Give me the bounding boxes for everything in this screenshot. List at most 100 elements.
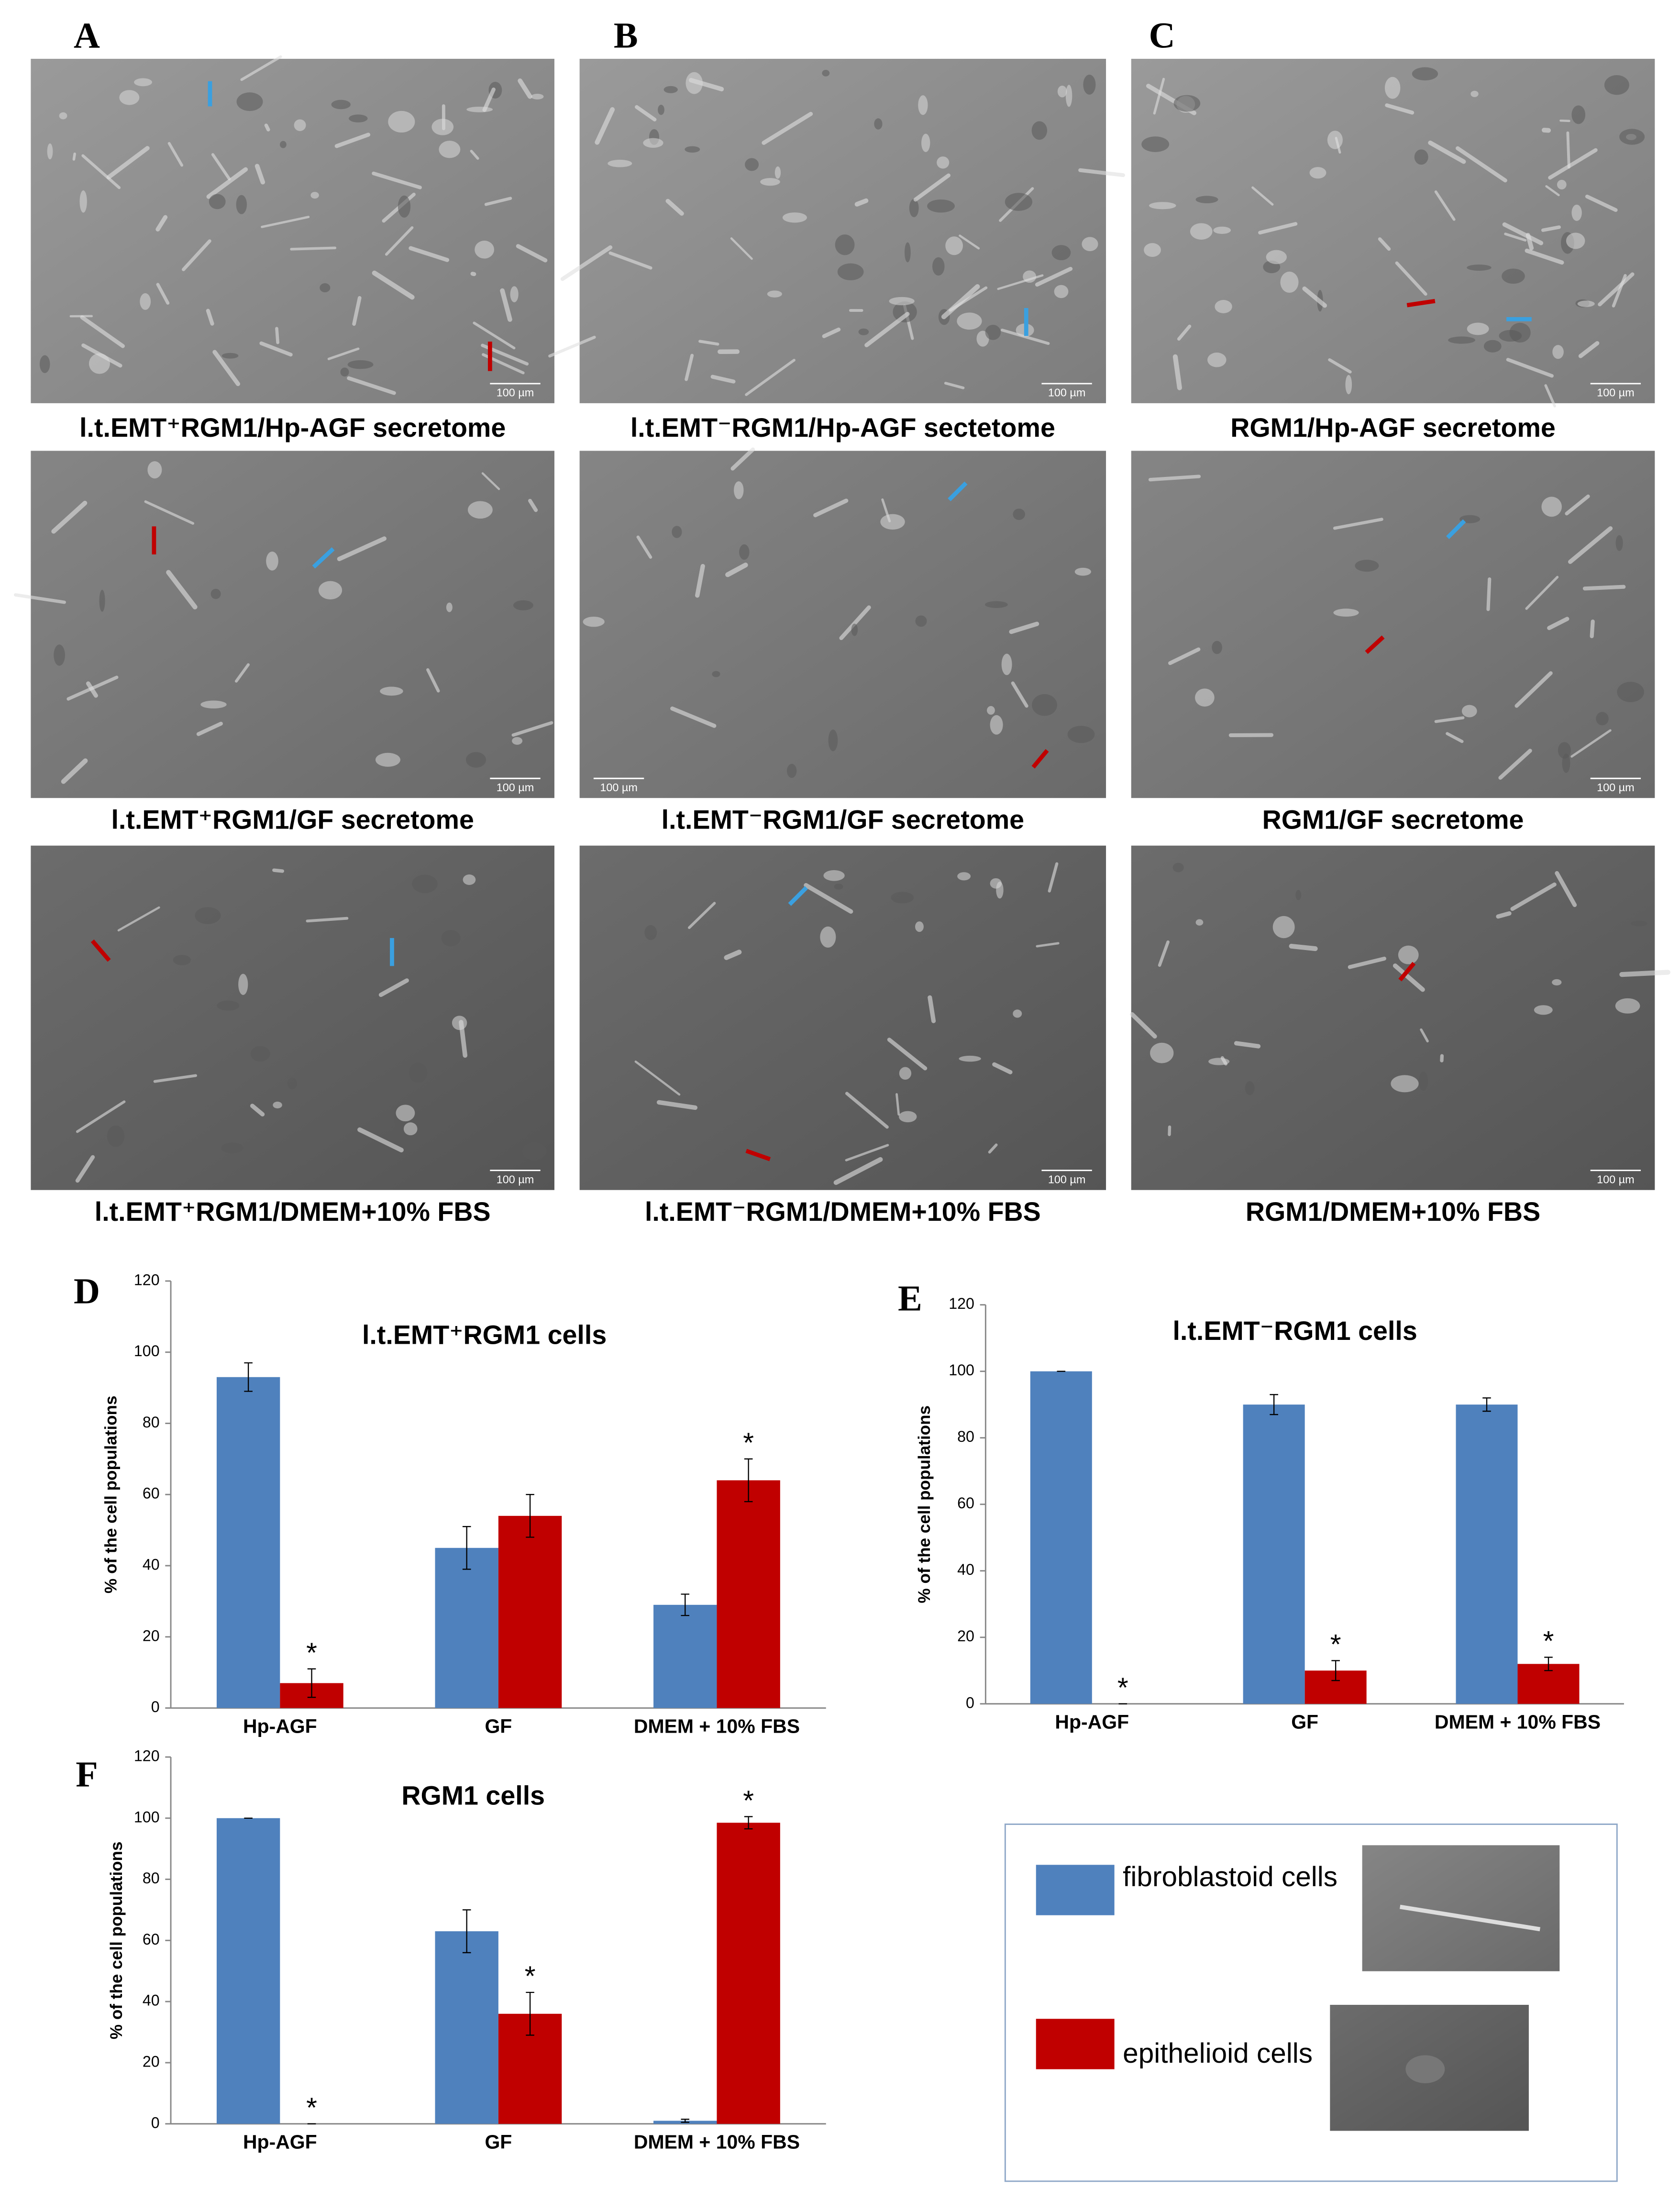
cell <box>891 892 914 904</box>
cell <box>663 86 678 93</box>
error-bar <box>681 2118 690 2123</box>
cell <box>250 1046 270 1062</box>
significance-marker: * <box>743 1427 754 1459</box>
cell-process <box>548 335 596 358</box>
cell-process <box>1333 518 1383 530</box>
cell <box>1195 196 1218 203</box>
cell <box>173 955 191 965</box>
cell-process <box>153 1074 197 1083</box>
cell <box>1619 129 1645 145</box>
cell-process <box>710 375 736 384</box>
cell <box>221 1142 243 1153</box>
legend-swatch <box>1036 1865 1115 1915</box>
x-tick-label: GF <box>1291 1711 1318 1733</box>
cell-process <box>887 1038 928 1071</box>
cell-process <box>61 758 88 784</box>
cell <box>396 1105 415 1122</box>
micrograph-image <box>579 845 1106 1190</box>
y-tick-label: 0 <box>151 2114 160 2131</box>
cell <box>1195 919 1204 926</box>
cell-process <box>196 721 223 736</box>
scale-bar-label: 100 µm <box>1048 1173 1086 1185</box>
cell-process <box>511 721 553 737</box>
cell <box>1617 682 1644 702</box>
cell-process <box>634 1060 681 1096</box>
cell-process <box>1385 103 1415 115</box>
cell <box>1414 149 1428 165</box>
cell <box>1467 322 1489 335</box>
micrograph: 100 µm <box>14 451 554 798</box>
cell-process <box>1011 681 1028 708</box>
cell <box>1149 202 1176 210</box>
cell-process <box>482 87 496 112</box>
bar <box>717 1823 780 2124</box>
cell-process <box>1541 128 1551 133</box>
error-bar <box>526 1494 534 1538</box>
cell-process <box>206 309 214 326</box>
error-bar <box>1270 1394 1278 1415</box>
cell-process <box>1502 222 1544 245</box>
cell <box>880 514 905 530</box>
cell <box>787 763 797 778</box>
cell-process <box>928 995 936 1023</box>
cell-process <box>730 237 753 260</box>
chart-title: l.t.EMT⁻RGM1 cells <box>1173 1316 1417 1346</box>
cell <box>1558 742 1571 759</box>
cell <box>266 552 278 571</box>
cell <box>1141 136 1170 152</box>
cell-process <box>1566 131 1570 169</box>
cell <box>531 94 544 100</box>
cell <box>734 481 744 499</box>
arrow <box>948 481 968 501</box>
cell <box>1615 535 1623 551</box>
cell <box>893 301 917 322</box>
cell <box>874 118 883 130</box>
micrograph-image <box>1131 845 1655 1190</box>
cell <box>1031 121 1048 140</box>
y-tick-label: 80 <box>143 1869 160 1887</box>
cell <box>99 589 105 612</box>
micrograph: 100 µm <box>548 58 1125 403</box>
cell-process <box>372 270 415 300</box>
cell-process <box>1545 185 1560 197</box>
cell <box>217 1000 240 1011</box>
cell <box>1150 1042 1174 1063</box>
y-tick-label: 60 <box>957 1494 974 1512</box>
cell <box>915 615 927 627</box>
cell-process <box>665 199 684 216</box>
cell <box>1596 712 1609 726</box>
cell-process <box>1578 341 1600 358</box>
cell <box>945 236 963 255</box>
y-tick-label: 120 <box>949 1295 974 1312</box>
cell <box>1571 105 1586 124</box>
cell-process <box>944 382 965 389</box>
cell <box>1509 322 1531 343</box>
arrow <box>1398 962 1416 982</box>
error-bar <box>744 1816 753 1830</box>
significance-marker: * <box>1543 1626 1554 1657</box>
bar <box>216 1377 280 1708</box>
cell-process <box>1378 237 1391 251</box>
y-tick-label: 120 <box>134 1271 160 1288</box>
caption: l.t.EMT⁺RGM1/GF secretome <box>111 805 474 835</box>
cell <box>985 324 1001 340</box>
cell <box>1054 285 1069 298</box>
cell-process <box>724 950 742 960</box>
cell-process <box>473 321 516 350</box>
cell <box>446 602 453 612</box>
cell <box>1541 497 1562 517</box>
x-tick-label: Hp-AGF <box>243 2131 317 2153</box>
cell-process <box>334 133 371 148</box>
panel-letter: B <box>614 15 638 55</box>
cell-process <box>106 146 150 180</box>
caption: l.t.EMT⁺RGM1/Hp-AGF secretome <box>79 413 506 442</box>
cell <box>1412 67 1438 81</box>
panel-letter: A <box>74 15 100 55</box>
cell-process <box>1565 494 1590 516</box>
cell <box>331 100 351 110</box>
caption: l.t.EMT⁺RGM1/DMEM+10% FBS <box>95 1197 491 1227</box>
x-tick-label: DMEM + 10% FBS <box>634 2131 800 2153</box>
arrow <box>1446 519 1466 539</box>
cell <box>921 133 930 152</box>
y-tick-label: 40 <box>143 1992 160 2009</box>
